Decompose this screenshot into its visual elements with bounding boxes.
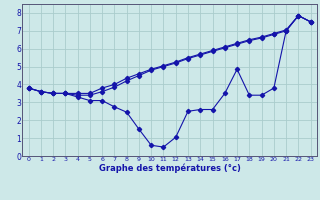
X-axis label: Graphe des températures (°c): Graphe des températures (°c): [99, 164, 241, 173]
